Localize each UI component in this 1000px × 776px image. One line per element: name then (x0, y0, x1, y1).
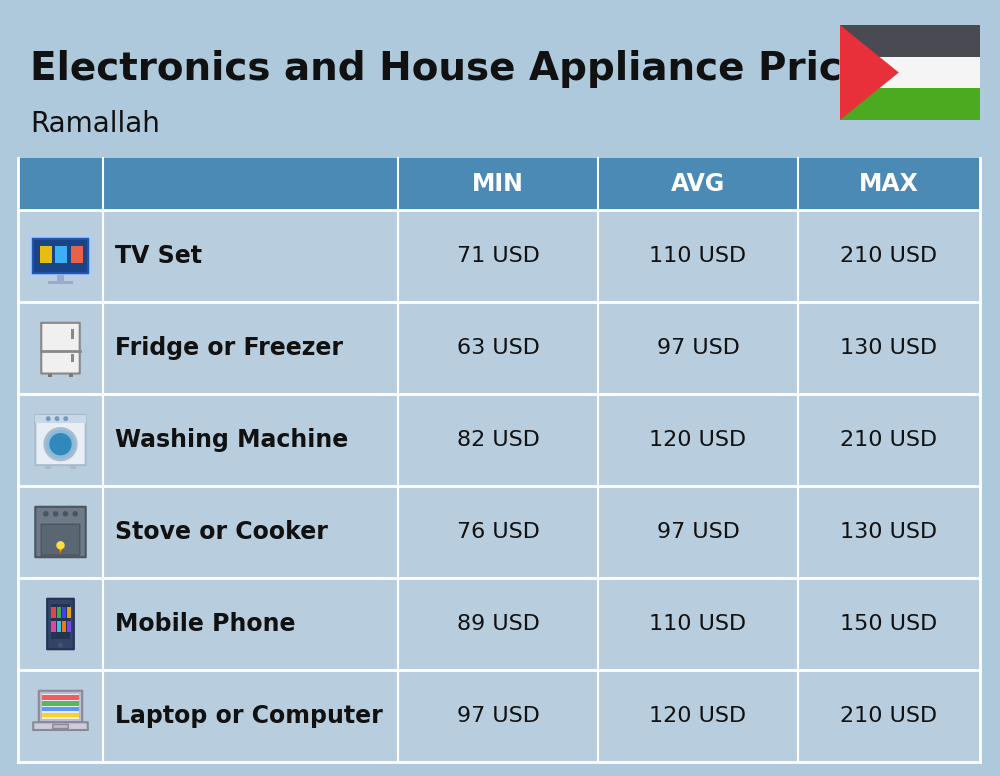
Text: Washing Machine: Washing Machine (115, 428, 348, 452)
Text: Electronics and House Appliance Prices: Electronics and House Appliance Prices (30, 50, 891, 88)
Bar (42, 713, 79, 717)
Bar (71, 245, 83, 263)
Bar (71, 329, 74, 338)
FancyBboxPatch shape (41, 323, 80, 373)
Circle shape (58, 643, 63, 647)
Text: 110 USD: 110 USD (649, 246, 747, 266)
Bar (34, 241, 87, 272)
Text: 82 USD: 82 USD (457, 430, 539, 450)
Text: 210 USD: 210 USD (840, 706, 938, 726)
FancyBboxPatch shape (35, 415, 86, 465)
Text: 97 USD: 97 USD (457, 706, 539, 726)
Circle shape (53, 511, 58, 517)
Bar (18, 158, 980, 210)
Text: 71 USD: 71 USD (457, 246, 539, 266)
Text: 150 USD: 150 USD (840, 614, 938, 634)
Bar (18, 210, 980, 302)
Circle shape (43, 511, 49, 517)
Text: 110 USD: 110 USD (649, 614, 747, 634)
Bar (40, 245, 52, 263)
Bar (35, 415, 86, 422)
Text: 130 USD: 130 USD (840, 338, 938, 358)
Bar (57, 607, 61, 618)
Bar (67, 621, 71, 632)
Text: 130 USD: 130 USD (840, 522, 938, 542)
Text: 120 USD: 120 USD (649, 706, 747, 726)
Circle shape (63, 416, 68, 421)
Bar (840, 25, 980, 57)
Bar (18, 302, 980, 394)
Bar (62, 621, 66, 632)
Text: 210 USD: 210 USD (840, 246, 938, 266)
Bar (51, 604, 70, 639)
FancyBboxPatch shape (35, 507, 86, 557)
Circle shape (46, 416, 51, 421)
Text: 63 USD: 63 USD (457, 338, 539, 358)
FancyBboxPatch shape (47, 599, 74, 650)
Bar (840, 57, 980, 88)
Text: AVG: AVG (671, 172, 725, 196)
Bar (42, 694, 79, 719)
Bar (51, 621, 56, 632)
Circle shape (49, 433, 72, 456)
Bar (69, 373, 73, 377)
Bar (71, 355, 74, 362)
FancyBboxPatch shape (31, 237, 90, 275)
Text: 97 USD: 97 USD (657, 522, 739, 542)
Circle shape (56, 541, 65, 549)
FancyBboxPatch shape (39, 691, 82, 722)
Bar (45, 465, 51, 469)
FancyBboxPatch shape (41, 525, 80, 555)
Bar (42, 695, 79, 700)
Text: 97 USD: 97 USD (657, 338, 739, 358)
FancyBboxPatch shape (53, 724, 68, 729)
Bar (55, 245, 67, 263)
Bar (18, 578, 980, 670)
Text: Laptop or Computer: Laptop or Computer (115, 704, 383, 728)
Text: TV Set: TV Set (115, 244, 202, 268)
Text: Ramallah: Ramallah (30, 110, 160, 138)
Text: 76 USD: 76 USD (457, 522, 539, 542)
Text: 89 USD: 89 USD (457, 614, 539, 634)
Text: Mobile Phone: Mobile Phone (115, 612, 296, 636)
Bar (18, 486, 980, 578)
Circle shape (63, 511, 68, 517)
Circle shape (72, 511, 78, 517)
Circle shape (45, 428, 76, 460)
Text: MIN: MIN (472, 172, 524, 196)
Bar (57, 275, 64, 282)
Text: Stove or Cooker: Stove or Cooker (115, 520, 328, 544)
Bar (18, 670, 980, 762)
Bar (48, 373, 52, 377)
Bar (57, 621, 61, 632)
Bar (62, 607, 66, 618)
Bar (18, 394, 980, 486)
Bar (42, 701, 79, 705)
Bar (42, 707, 79, 712)
Bar (51, 607, 56, 618)
Bar (840, 88, 980, 120)
Bar (48, 281, 73, 284)
FancyBboxPatch shape (33, 722, 88, 730)
Text: MAX: MAX (859, 172, 919, 196)
Text: Fridge or Freezer: Fridge or Freezer (115, 336, 343, 360)
Bar (67, 607, 71, 618)
Text: 120 USD: 120 USD (649, 430, 747, 450)
Bar (70, 465, 76, 469)
Text: 210 USD: 210 USD (840, 430, 938, 450)
Polygon shape (840, 25, 899, 120)
Circle shape (55, 416, 59, 421)
Polygon shape (54, 542, 67, 553)
